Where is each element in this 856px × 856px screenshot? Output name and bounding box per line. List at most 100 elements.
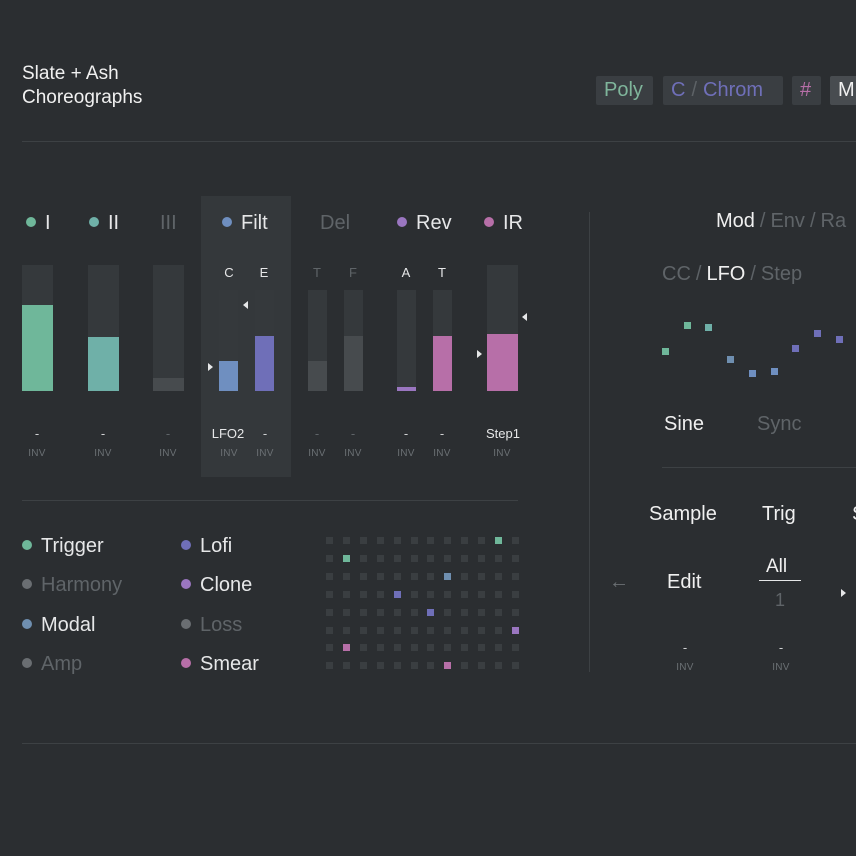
step-cell[interactable] <box>359 608 367 616</box>
channel-tab-ir[interactable]: IR <box>484 210 523 236</box>
step-cell[interactable] <box>376 537 384 544</box>
step-cell[interactable] <box>376 554 384 562</box>
step-cell[interactable] <box>359 590 367 598</box>
target-amp[interactable]: Amp <box>22 651 82 677</box>
all-mod-source[interactable]: - <box>778 640 784 655</box>
step-cell[interactable] <box>427 572 435 580</box>
channel-tab-ii[interactable]: II <box>89 210 119 236</box>
inv-toggle-ir[interactable]: INV <box>493 448 511 459</box>
step-cell[interactable] <box>444 537 452 544</box>
step-cell[interactable] <box>427 554 435 562</box>
step-cell[interactable] <box>495 572 502 580</box>
channel-tab-del[interactable]: Del <box>320 210 350 236</box>
step-cell[interactable] <box>495 626 502 634</box>
step-cell[interactable] <box>342 626 350 634</box>
tab-env[interactable]: Env <box>770 210 805 232</box>
mod-source-iii[interactable]: - <box>165 426 171 441</box>
step-cell[interactable] <box>461 662 469 670</box>
mod-source-filt-c[interactable]: LFO2 <box>211 426 245 441</box>
step-cell[interactable] <box>342 554 350 562</box>
step-matrix[interactable] <box>326 537 522 675</box>
step-cell[interactable] <box>478 537 486 544</box>
step-cell[interactable] <box>393 608 401 616</box>
step-cell[interactable] <box>410 644 418 652</box>
step-cell[interactable] <box>511 662 519 670</box>
step-cell[interactable] <box>376 662 384 670</box>
step-cell[interactable] <box>359 537 367 544</box>
mod-source-filt-e[interactable]: - <box>262 426 268 441</box>
tab-step[interactable]: Step <box>760 263 803 285</box>
step-cell[interactable] <box>461 608 469 616</box>
inv-toggle-del-f[interactable]: INV <box>344 448 362 459</box>
step-cell[interactable] <box>342 608 350 616</box>
step-cell[interactable] <box>359 572 367 580</box>
fader-ii[interactable] <box>88 265 119 391</box>
tab-ra[interactable]: Ra <box>820 210 847 232</box>
step-cell[interactable] <box>326 590 333 598</box>
step-cell[interactable] <box>478 554 486 562</box>
step-cell[interactable] <box>495 590 502 598</box>
step-cell[interactable] <box>342 537 350 544</box>
step-cell[interactable] <box>393 626 401 634</box>
step-cell[interactable] <box>495 554 502 562</box>
inv-toggle-ii[interactable]: INV <box>94 448 112 459</box>
step-cell[interactable] <box>326 644 333 652</box>
mod-source-rev-a[interactable]: - <box>403 426 409 441</box>
step-cell[interactable] <box>478 572 486 580</box>
step-cell[interactable] <box>393 644 401 652</box>
fader-del-f[interactable] <box>344 290 363 391</box>
tab-lfo[interactable]: LFO <box>706 263 746 285</box>
target-modal[interactable]: Modal <box>22 612 95 638</box>
step-cell[interactable] <box>511 644 519 652</box>
step-cell[interactable] <box>444 662 452 670</box>
step-cell[interactable] <box>444 554 452 562</box>
step-cell[interactable] <box>495 608 502 616</box>
step-cell[interactable] <box>359 644 367 652</box>
step-cell[interactable] <box>410 572 418 580</box>
step-cell[interactable] <box>461 537 469 544</box>
step-cell[interactable] <box>478 626 486 634</box>
inv-toggle-filt-c[interactable]: INV <box>220 448 238 459</box>
channel-tab-i[interactable]: I <box>26 210 51 236</box>
fader-iii[interactable] <box>153 265 184 391</box>
target-clone[interactable]: Clone <box>181 572 252 598</box>
step-cell[interactable] <box>461 572 469 580</box>
step-cell[interactable] <box>511 537 519 544</box>
step-cell[interactable] <box>393 590 401 598</box>
s-button-partial[interactable]: S <box>852 501 856 527</box>
step-cell[interactable] <box>342 644 350 652</box>
mod-marker-icon[interactable] <box>522 313 527 321</box>
step-cell[interactable] <box>478 662 486 670</box>
trig-button[interactable]: Trig <box>762 503 796 525</box>
step-cell[interactable] <box>376 572 384 580</box>
mod-marker-icon[interactable] <box>243 301 248 309</box>
step-cell[interactable] <box>326 662 333 670</box>
step-cell[interactable] <box>427 608 435 616</box>
step-cell[interactable] <box>376 626 384 634</box>
mod-source-ir[interactable]: Step1 <box>486 426 520 441</box>
edit-button[interactable]: Edit <box>667 571 702 593</box>
step-cell[interactable] <box>359 662 367 670</box>
step-cell[interactable] <box>393 662 401 670</box>
step-cell[interactable] <box>511 626 519 634</box>
sharp-chip[interactable]: # <box>792 76 821 105</box>
step-cell[interactable] <box>393 554 401 562</box>
fader-i[interactable] <box>22 265 53 391</box>
step-cell[interactable] <box>427 644 435 652</box>
all-value[interactable]: 1 <box>775 590 786 610</box>
fader-del-t[interactable] <box>308 290 327 391</box>
fader-ir[interactable] <box>487 265 518 391</box>
step-cell[interactable] <box>461 644 469 652</box>
fader-rev-t[interactable] <box>433 290 452 391</box>
channel-tab-iii[interactable]: III <box>160 210 177 236</box>
sample-button[interactable]: Sample <box>649 503 717 525</box>
inv-toggle-del-t[interactable]: INV <box>308 448 326 459</box>
target-loss[interactable]: Loss <box>181 612 242 638</box>
step-cell[interactable] <box>326 608 333 616</box>
step-cell[interactable] <box>410 537 418 544</box>
step-cell[interactable] <box>326 537 333 544</box>
step-cell[interactable] <box>461 590 469 598</box>
all-button[interactable]: All <box>766 556 788 577</box>
mod-source-i[interactable]: - <box>34 426 40 441</box>
step-cell[interactable] <box>342 572 350 580</box>
